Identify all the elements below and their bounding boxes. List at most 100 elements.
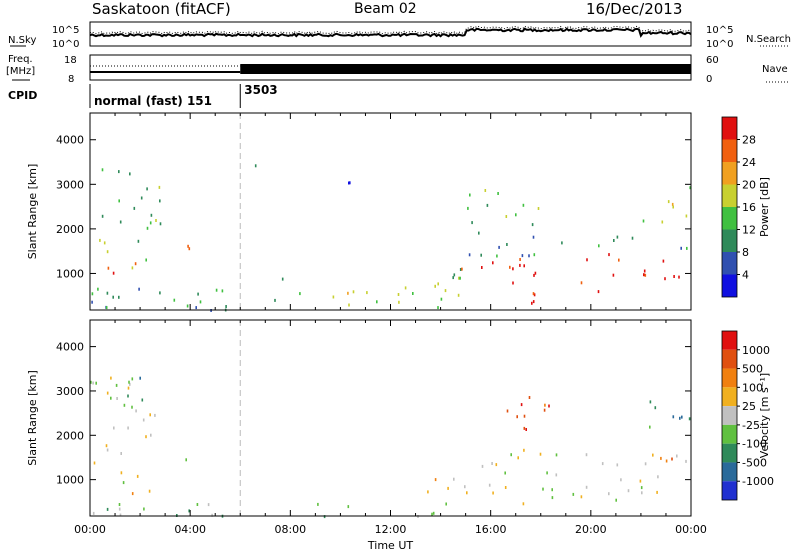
velocity-echo-cell [688,417,691,421]
velocity-echo-cell [525,428,527,431]
velocity-echo-cell [145,435,147,439]
power-echo-cell [512,267,514,271]
freq-tick-top: 18 [64,55,77,66]
velocity-colorbar-label-3: 25 [742,400,756,413]
power-echo-cell [642,219,645,223]
velocity-colorbar-label-2: 100 [742,381,763,394]
velocity-echo-cell [620,478,622,482]
velocity-colorbar-swatch [722,331,737,350]
power-echo-cell [440,297,443,301]
power-colorbar-label-4: 20 [742,179,756,192]
power-echo-cell [537,207,540,210]
power-echo-cell [597,290,600,294]
velocity-echo-cell [517,456,519,460]
velocity-echo-cell [551,488,553,492]
velocity-echo-cell [347,505,350,509]
velocity-echo-cell [106,507,109,511]
velocity-echo-cell [185,458,187,462]
velocity-colorbar-swatch [722,387,737,407]
velocity-echo-cell [555,453,558,457]
velocity-panel-frame [89,319,692,517]
power-echo-cell [158,185,161,189]
noise-tick-right-bottom: 10^0 [706,39,733,50]
velocity-echo-cell [665,459,668,463]
velocity-colorbar-label-7: -1000 [742,475,774,488]
velocity-echo-cell [649,425,651,429]
power-echo-cell [667,200,670,204]
power-echo-cell [498,245,500,249]
power-ytick-label-2: 3000 [56,178,84,191]
velocity-echo-cell [585,485,588,489]
freq-label-line1: Freq. [8,54,33,65]
power-echo-cell [186,304,189,308]
power-colorbar-swatch [722,229,737,252]
velocity-echo-cell [149,413,151,417]
power-echo-cell [678,275,680,279]
velocity-echo-cell [516,415,518,419]
velocity-ytick-label-2: 3000 [56,385,84,398]
velocity-echo-cell [660,456,662,460]
velocity-echo-cell [150,433,152,437]
velocity-echo-cell [542,487,544,491]
velocity-echo-cell [135,409,137,413]
velocity-echo-cell [453,477,455,481]
power-echo-cell [458,276,460,280]
power-echo-cell [118,199,120,203]
velocity-colorbar-swatch [722,349,737,369]
power-colorbar-label-3: 16 [742,201,756,214]
power-ylabel: Slant Range [km] [26,164,39,260]
power-echo-cell [146,226,149,230]
xtick-label-1: 04:00 [174,523,206,536]
power-echo-cell [586,258,588,262]
velocity-echo-cell [681,415,683,419]
power-echo-cell [281,277,284,281]
velocity-echo-cell [105,444,108,448]
power-echo-cell [437,282,439,286]
velocity-echo-cell [131,492,134,496]
velocity-echo-cell [122,481,125,485]
velocity-echo-cell [431,512,433,516]
velocity-echo-cell [685,459,687,463]
velocity-echo-cell [131,405,133,409]
power-echo-cell [521,254,524,258]
power-echo-cell [509,265,511,269]
velocity-echo-cell [555,473,558,477]
power-echo-cell [664,277,666,281]
power-echo-cell [481,266,483,269]
power-echo-cell [531,223,534,227]
velocity-echo-cell [654,406,657,410]
velocity-echo-cell [649,400,652,404]
power-echo-cell [187,244,189,248]
power-echo-cell [106,250,109,254]
velocity-echo-cell [92,381,94,385]
power-echo-cell [468,253,471,257]
power-echo-cell [366,291,368,295]
power-echo-cell [673,275,675,278]
power-echo-cell [685,214,688,218]
power-colorbar-label-1: 8 [742,246,749,259]
velocity-echo-cell [148,489,151,493]
power-echo-cell [580,281,583,285]
velocity-ylabel: Slant Range [km] [26,370,39,466]
velocity-echo-cell [93,461,96,465]
power-echo-cell [459,276,461,280]
velocity-colorbar-swatch [722,368,737,388]
power-echo-cell [533,293,536,297]
power-echo-cell [118,295,120,299]
power-ytick-label-3: 4000 [56,134,84,147]
station-title: Saskatoon (fitACF) [92,0,231,18]
power-echo-cell [412,292,414,295]
power-echo-cell [671,202,674,206]
velocity-echo-cell [523,448,525,452]
power-echo-cell [672,205,674,209]
power-echo-cell [467,206,469,210]
velocity-echo-cell [120,452,122,455]
power-echo-cell [444,289,447,293]
power-echo-cell [149,221,152,225]
power-echo-cell [531,301,533,305]
power-panel-frame [89,112,692,311]
velocity-echo-cell [641,491,643,495]
nave-label: Nave [762,64,788,75]
power-echo-cell [129,172,131,176]
power-echo-cell [484,189,487,192]
